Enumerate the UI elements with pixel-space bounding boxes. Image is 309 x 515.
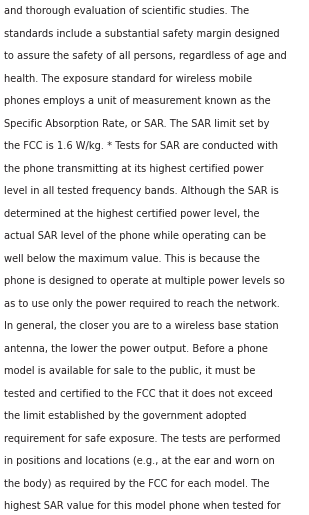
Text: the phone transmitting at its highest certified power: the phone transmitting at its highest ce… bbox=[4, 164, 263, 174]
Text: model is available for sale to the public, it must be: model is available for sale to the publi… bbox=[4, 366, 255, 376]
Text: well below the maximum value. This is because the: well below the maximum value. This is be… bbox=[4, 254, 260, 264]
Text: Specific Absorption Rate, or SAR. The SAR limit set by: Specific Absorption Rate, or SAR. The SA… bbox=[4, 118, 269, 129]
Text: level in all tested frequency bands. Although the SAR is: level in all tested frequency bands. Alt… bbox=[4, 186, 278, 196]
Text: In general, the closer you are to a wireless base station: In general, the closer you are to a wire… bbox=[4, 321, 278, 331]
Text: the FCC is 1.6 W/kg. * Tests for SAR are conducted with: the FCC is 1.6 W/kg. * Tests for SAR are… bbox=[4, 141, 278, 151]
Text: standards include a substantial safety margin designed: standards include a substantial safety m… bbox=[4, 29, 279, 39]
Text: actual SAR level of the phone while operating can be: actual SAR level of the phone while oper… bbox=[4, 231, 266, 241]
Text: to assure the safety of all persons, regardless of age and: to assure the safety of all persons, reg… bbox=[4, 51, 286, 61]
Text: requirement for safe exposure. The tests are performed: requirement for safe exposure. The tests… bbox=[4, 434, 280, 444]
Text: in positions and locations (e.g., at the ear and worn on: in positions and locations (e.g., at the… bbox=[4, 456, 274, 466]
Text: antenna, the lower the power output. Before a phone: antenna, the lower the power output. Bef… bbox=[4, 344, 268, 354]
Text: highest SAR value for this model phone when tested for: highest SAR value for this model phone w… bbox=[4, 501, 280, 511]
Text: determined at the highest certified power level, the: determined at the highest certified powe… bbox=[4, 209, 259, 219]
Text: the body) as required by the FCC for each model. The: the body) as required by the FCC for eac… bbox=[4, 478, 269, 489]
Text: health. The exposure standard for wireless mobile: health. The exposure standard for wirele… bbox=[4, 74, 252, 83]
Text: phone is designed to operate at multiple power levels so: phone is designed to operate at multiple… bbox=[4, 276, 285, 286]
Text: and thorough evaluation of scientific studies. The: and thorough evaluation of scientific st… bbox=[4, 6, 249, 16]
Text: phones employs a unit of measurement known as the: phones employs a unit of measurement kno… bbox=[4, 96, 270, 106]
Text: the limit established by the government adopted: the limit established by the government … bbox=[4, 411, 246, 421]
Text: as to use only the power required to reach the network.: as to use only the power required to rea… bbox=[4, 299, 280, 308]
Text: tested and certified to the FCC that it does not exceed: tested and certified to the FCC that it … bbox=[4, 389, 273, 399]
